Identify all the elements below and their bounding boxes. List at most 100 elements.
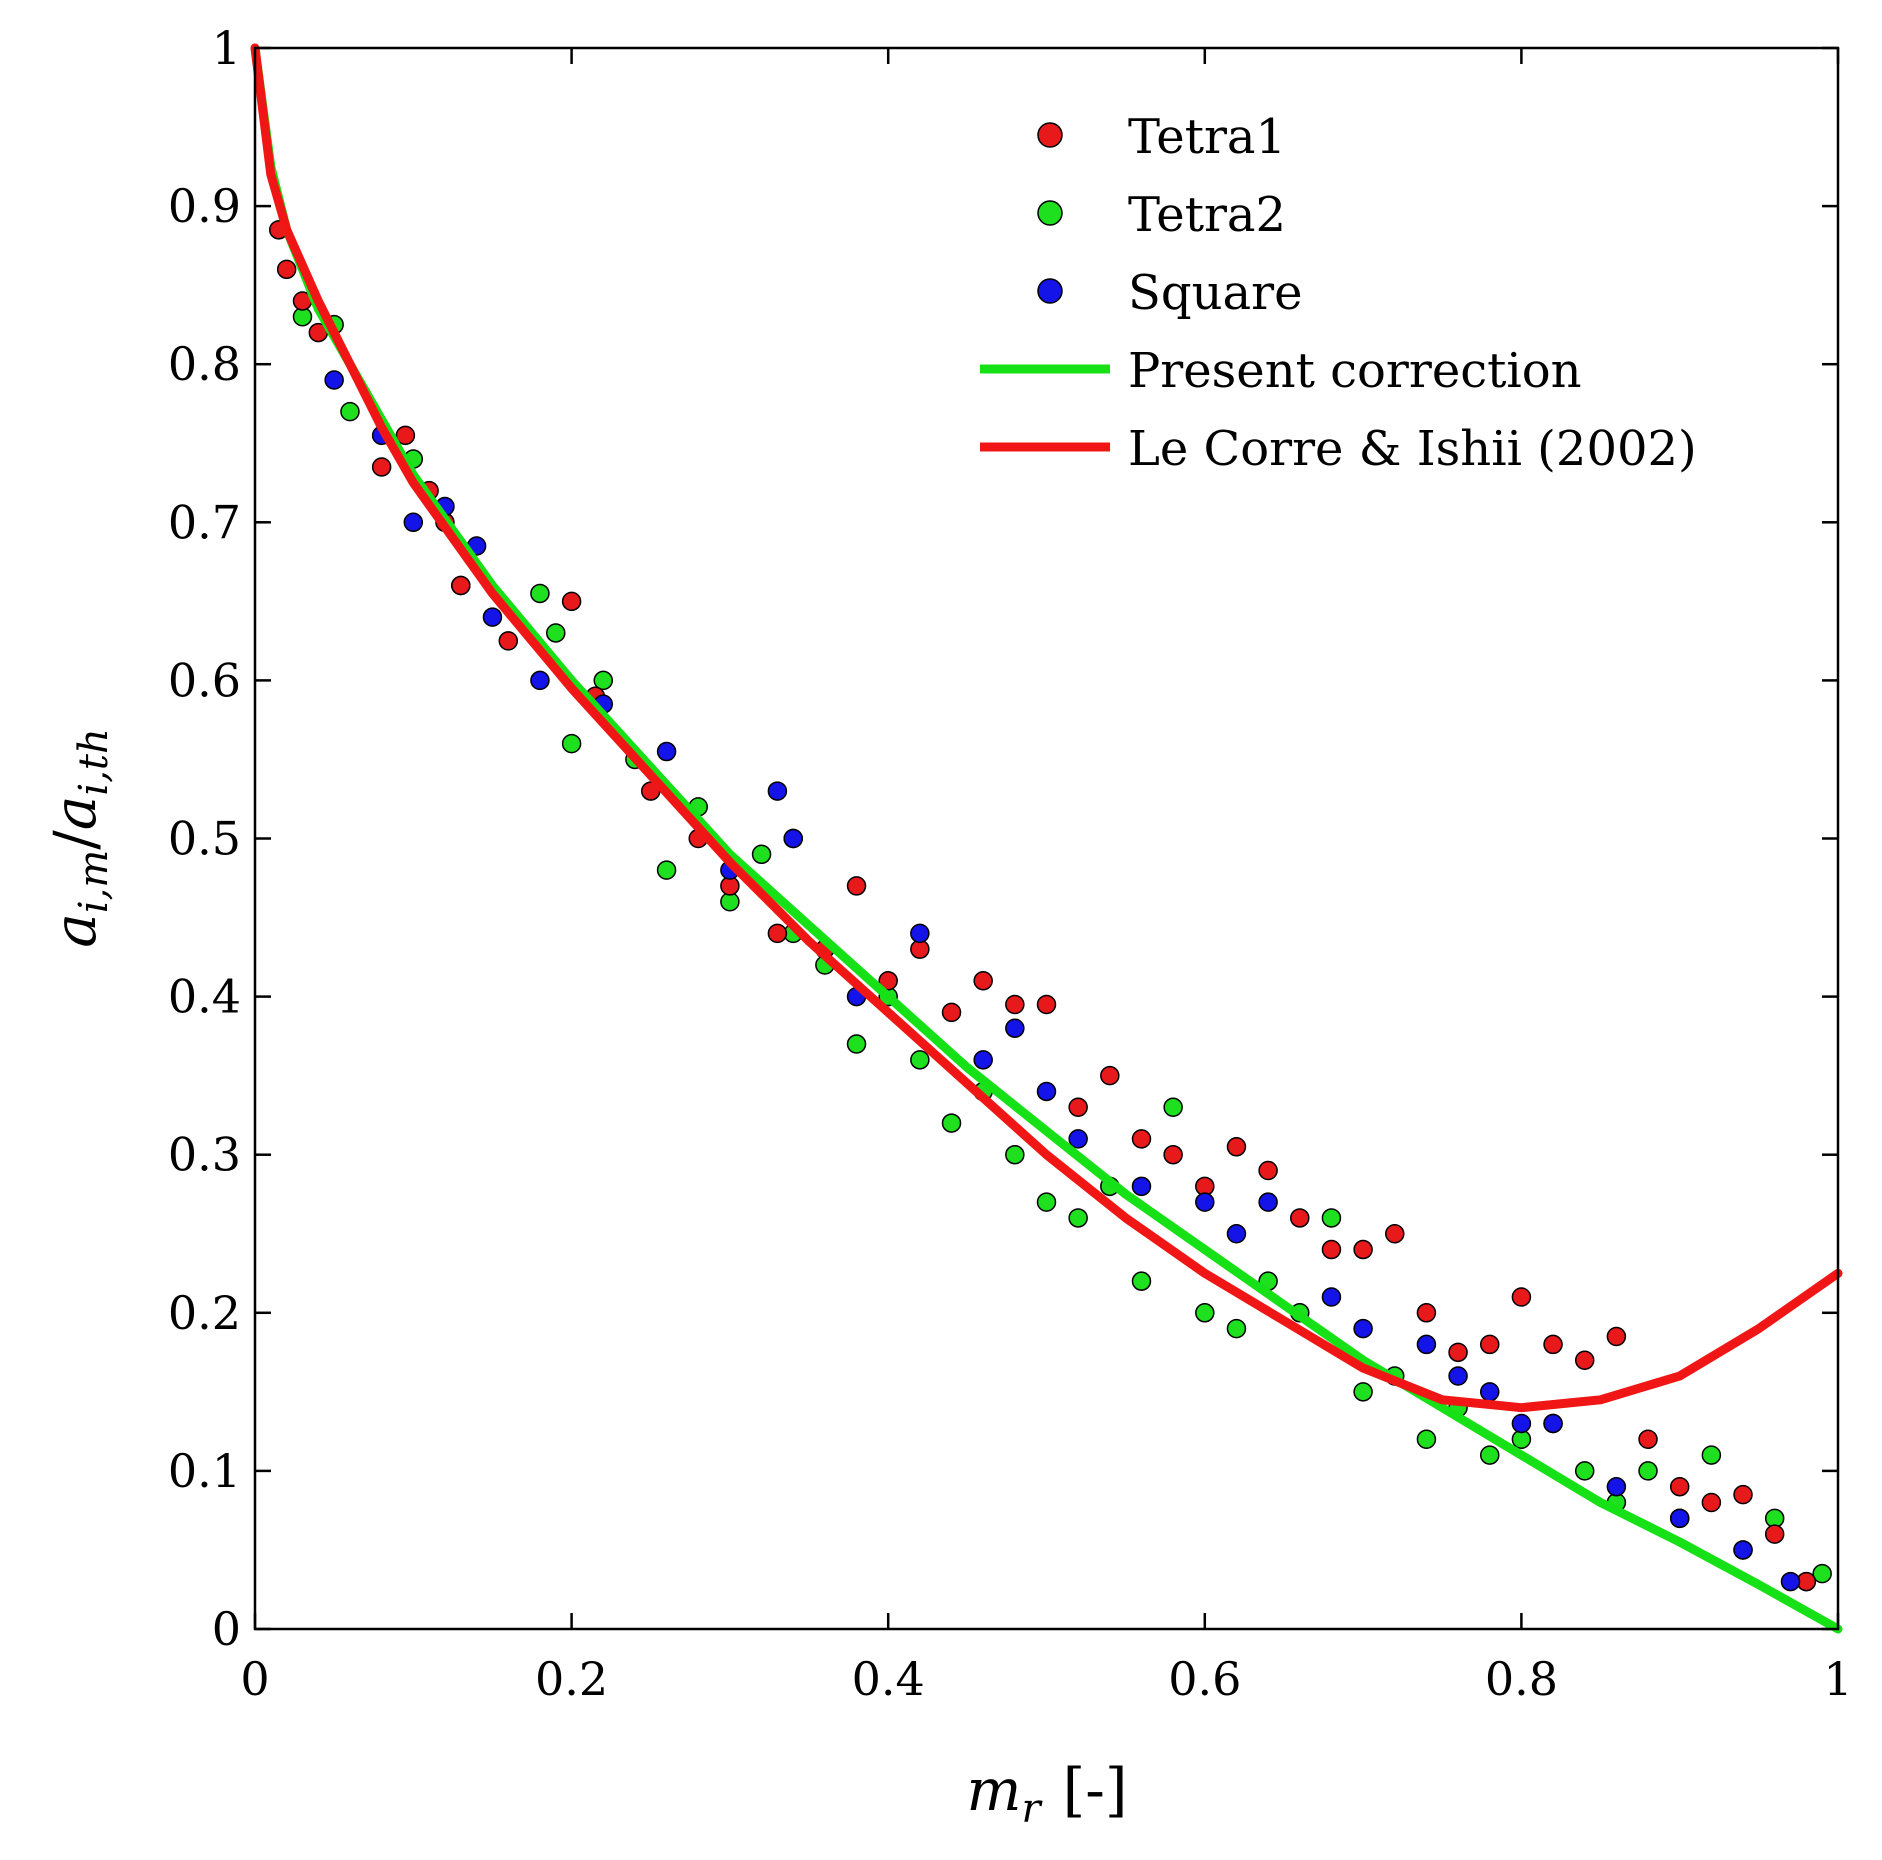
scatter-point [1226,1137,1247,1157]
x-tick-labels: 0 0.2 0.4 0.6 0.8 1 [240,1652,1852,1706]
y-tick-label: 0.4 [168,970,241,1024]
scatter-point [1195,1192,1215,1212]
scatter-point [498,631,519,651]
x-tick-label: 0.8 [1485,1652,1558,1706]
x-tick-label: 0.4 [852,1652,925,1706]
legend-marker-tetra2 [1037,200,1063,226]
scatter-point [1005,1018,1025,1038]
x-tick-label: 0.2 [535,1652,608,1706]
scatter-point [1638,1461,1658,1481]
scatter-point [910,923,930,944]
scatter-point [973,971,993,991]
scatter-point [1131,1129,1152,1149]
scatter-point [1511,1413,1532,1434]
scatter-point [1036,1192,1057,1212]
y-tick-label: 1 [212,21,241,75]
scatter-point [1163,1144,1183,1165]
scatter-point [1780,1571,1801,1592]
scatter-point [767,781,788,801]
scatter-point [1448,1366,1468,1386]
scatter-point [1258,1160,1278,1181]
scatter-point [1036,1081,1057,1102]
scatter-point [783,828,803,849]
y-tick-label: 0.6 [168,653,241,707]
scatter-point [1353,1239,1373,1260]
legend-marker-square [1037,278,1063,304]
y-axis-title-slash: / [41,830,109,850]
scatter-point [1385,1224,1405,1244]
x-tick-label: 1 [1823,1652,1852,1706]
y-axis-title-num-main: a [41,913,109,948]
scatter-point [1574,1350,1595,1370]
scatter-point [1606,1476,1627,1497]
line-layer [250,43,1843,1634]
scatter-point [1479,1334,1500,1355]
scatter-point [1669,1476,1690,1497]
scatter-point [846,1034,867,1054]
scatter-point [1812,1563,1832,1584]
y-tick-label: 0.3 [168,1128,241,1182]
y-tick-labels: 0 0.1 0.2 0.3 0.4 0.5 0.6 0.7 0.8 0.9 1 [168,21,241,1656]
scatter-point [1005,1144,1025,1165]
y-tick-label: 0.8 [168,337,241,391]
scatter-point [1321,1287,1342,1307]
scatter-point [371,457,392,477]
scatter-point [276,259,297,280]
scatter-point [1068,1129,1088,1149]
scatter-point [546,623,566,643]
scatter-point [1574,1461,1595,1481]
y-tick-label: 0 [212,1602,241,1656]
scatter-point [1353,1318,1373,1339]
plot-frame [253,46,1840,1631]
scatter-point [941,1113,962,1133]
scatter-point [1416,1334,1437,1355]
x-axis-title-main: m [967,1756,1022,1824]
x-axis-title-unit: [-] [1063,1756,1128,1824]
scatter-point [593,670,614,691]
scatter-point [1479,1445,1500,1465]
scatter-point [1733,1540,1753,1560]
scatter-point [1226,1318,1247,1339]
y-tick-label: 0.1 [168,1444,241,1498]
legend-label: Square [1128,265,1303,321]
scatter-point [1321,1208,1342,1228]
scatter-point [1131,1271,1152,1291]
scatter-point [1131,1176,1152,1197]
scatter-point [846,876,867,896]
scatter-point [561,733,582,754]
scatter-point [1005,994,1025,1015]
scatter-point [340,401,360,422]
scatter-series-tetra1 [268,220,1817,1592]
scatter-point [1416,1429,1437,1450]
legend-label: Tetra1 [1128,109,1286,165]
scatter-point [1068,1208,1088,1228]
scatter-point [1258,1192,1278,1212]
y-tick-label: 0.2 [168,1286,241,1340]
y-axis-title-num-sub: i,m [71,850,117,913]
scatter-point [1353,1382,1373,1402]
scatter-point [1511,1287,1532,1307]
scatter-point [561,591,582,612]
scatter-point [530,670,550,691]
legend-marker-tetra1 [1037,122,1063,148]
scatter-point [878,971,898,991]
scatter-point [395,425,416,446]
scatter-point [656,860,677,880]
legend: Tetra1 Tetra2 Square Present correction Le C… [980,109,1697,477]
scatter-point [1701,1492,1722,1513]
scatter-point [1606,1326,1627,1347]
scatter-point [451,575,471,596]
scatter-point [1163,1097,1183,1118]
scatter-point [767,923,788,944]
scatter-point [324,370,344,390]
scatter-point [1764,1524,1785,1544]
scatter-point [1479,1382,1500,1402]
scatter-point [1068,1097,1088,1118]
scatter-point [1100,1065,1120,1086]
scatter-point [1290,1208,1310,1228]
scatter-point [1543,1413,1563,1434]
y-axis-title-den-main: a [41,796,109,831]
y-axis-title-den-sub: i,th [71,728,117,795]
scatter-point [1448,1342,1468,1363]
